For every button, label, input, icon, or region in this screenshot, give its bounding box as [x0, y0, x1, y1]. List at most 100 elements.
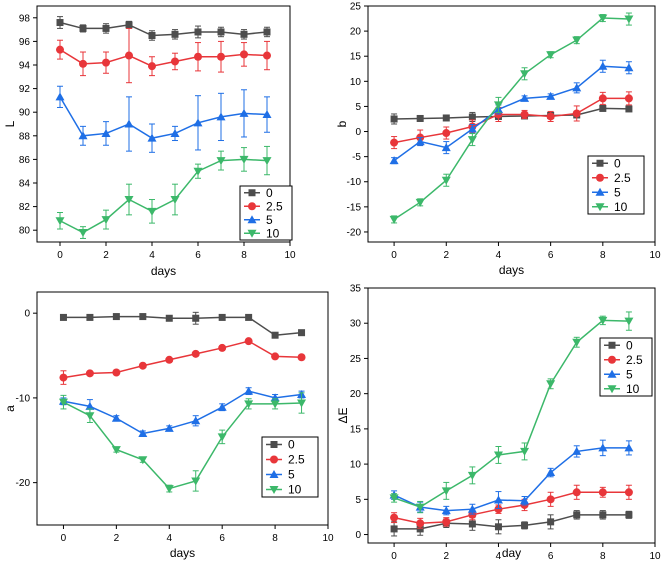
plot-frame — [367, 287, 656, 544]
data-point — [193, 167, 203, 176]
data-point — [101, 216, 111, 225]
series-line — [63, 340, 302, 379]
series-line — [393, 491, 629, 525]
y-tick-label: 20 — [350, 27, 362, 38]
x-tick-label: 0 — [391, 250, 397, 261]
data-point — [298, 329, 306, 337]
legend-label: 10 — [266, 226, 280, 240]
y-tick-label: 86 — [19, 155, 31, 166]
legend-marker — [269, 486, 279, 494]
plot-frame — [36, 291, 329, 526]
data-point — [390, 138, 399, 147]
data-point — [467, 124, 477, 133]
data-point — [572, 83, 582, 92]
plot-frame — [367, 5, 656, 243]
data-point — [245, 313, 253, 321]
legend-marker — [269, 470, 279, 478]
legend-marker — [608, 341, 616, 349]
series-0 — [56, 16, 271, 41]
y-tick-label: -10 — [16, 393, 31, 404]
x-tick-label: 2 — [443, 551, 449, 562]
y-tick-label: 84 — [19, 179, 31, 190]
y-tick-label: 25 — [350, 354, 362, 365]
data-point — [216, 157, 226, 166]
data-point — [244, 400, 254, 409]
x-tick-label: 0 — [391, 551, 397, 562]
data-point — [218, 313, 226, 321]
series-line — [59, 96, 268, 139]
x-tick-label: 6 — [548, 250, 554, 261]
legend-marker — [248, 202, 256, 211]
data-point — [441, 487, 451, 496]
y-axis-label: ΔE — [336, 407, 350, 423]
y-axis-label: L — [3, 120, 17, 127]
data-point — [244, 386, 254, 395]
data-point — [520, 496, 530, 505]
data-point — [297, 353, 306, 362]
series-2.5 — [390, 484, 633, 529]
y-tick-label: -20 — [347, 227, 362, 238]
y-tick-label: 82 — [19, 202, 31, 213]
data-point — [147, 207, 157, 216]
data-point — [415, 137, 425, 146]
data-point — [111, 446, 121, 455]
data-point — [467, 504, 477, 513]
series-line — [393, 65, 629, 162]
data-point — [442, 517, 451, 526]
data-point — [239, 108, 249, 117]
series-5 — [55, 85, 272, 153]
data-point — [148, 62, 156, 71]
legend-marker — [596, 173, 604, 182]
data-point — [598, 316, 608, 325]
x-tick-label: 6 — [195, 250, 201, 261]
data-point — [271, 352, 280, 361]
legend-label: 0 — [266, 186, 273, 200]
y-tick-label: 96 — [19, 37, 31, 48]
data-point — [442, 114, 450, 122]
data-point — [216, 112, 226, 121]
x-tick-label: 4 — [496, 551, 502, 562]
data-point — [468, 113, 476, 121]
y-tick-label: 98 — [19, 13, 31, 24]
legend-marker — [247, 229, 257, 238]
data-point — [599, 104, 607, 112]
y-tick-label: -5 — [352, 152, 361, 163]
legend-label: 10 — [614, 200, 628, 214]
data-point — [572, 488, 581, 497]
data-point — [624, 94, 633, 103]
x-tick-label: 4 — [149, 250, 155, 261]
data-point — [520, 70, 530, 79]
y-tick-label: 0 — [355, 530, 361, 541]
y-tick-label: -10 — [347, 177, 362, 188]
data-point — [138, 361, 147, 370]
data-point — [111, 413, 121, 422]
y-tick-label: 20 — [350, 389, 362, 400]
legend-label: 2.5 — [626, 353, 643, 367]
data-point — [572, 36, 582, 45]
x-tick-label: 4 — [496, 250, 502, 261]
data-point — [598, 14, 608, 23]
y-tick-label: 80 — [19, 226, 31, 237]
legend-label: 10 — [626, 382, 640, 396]
x-tick-label: 10 — [284, 250, 296, 261]
y-tick-label: 10 — [350, 460, 362, 471]
legend-marker — [270, 441, 278, 448]
data-point — [521, 521, 529, 529]
data-point — [598, 94, 607, 103]
series-2.5 — [59, 337, 306, 385]
legend-label: 5 — [288, 468, 295, 482]
data-point — [125, 21, 133, 29]
y-tick-label: 30 — [350, 319, 362, 330]
data-point — [467, 471, 477, 480]
y-tick-label: 25 — [350, 2, 362, 13]
data-point — [56, 19, 64, 27]
series-line — [63, 315, 302, 336]
y-tick-label: 35 — [350, 284, 362, 295]
data-point — [624, 63, 634, 72]
data-point — [624, 317, 634, 326]
data-point — [191, 477, 201, 486]
data-point — [262, 157, 272, 166]
